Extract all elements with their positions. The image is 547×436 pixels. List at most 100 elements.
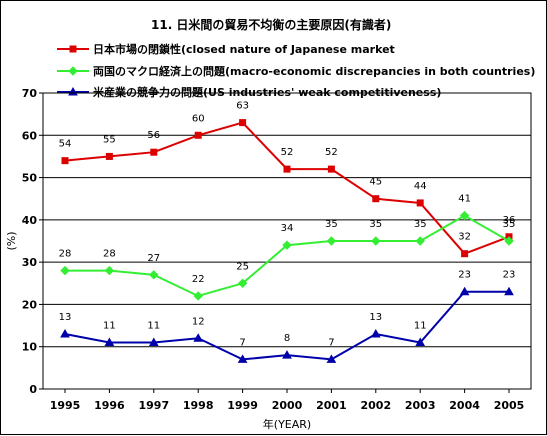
data-label: 22 (192, 274, 205, 285)
x-tick-label: 1998 (183, 399, 214, 412)
data-label: 13 (59, 312, 72, 323)
data-point (415, 236, 425, 246)
y-axis-ticks: 0 10 20 30 40 50 60 70 (22, 87, 43, 396)
data-point (237, 354, 248, 363)
y-tick-label: 10 (22, 341, 38, 354)
data-label: 11 (147, 320, 160, 331)
data-label: 52 (281, 147, 294, 158)
data-label: 25 (236, 261, 249, 272)
series-1: 54 55 56 60 63 52 52 45 44 32 36 (59, 101, 516, 258)
data-label: 45 (369, 177, 382, 188)
x-tick-label: 2004 (449, 399, 480, 412)
data-point (104, 337, 115, 346)
legend: 日本市場の閉鎖性(closed nature of Japanese marke… (57, 42, 535, 99)
data-label: 23 (458, 270, 471, 281)
data-label: 12 (192, 316, 205, 327)
data-label: 11 (414, 320, 427, 331)
data-label: 23 (503, 270, 516, 281)
data-point (504, 236, 514, 246)
data-label: 27 (147, 253, 160, 264)
data-point (104, 265, 115, 276)
data-label: 34 (281, 223, 294, 234)
x-tick-label: 2001 (316, 399, 347, 412)
data-point (60, 265, 70, 276)
x-tick-label: 1996 (94, 399, 125, 412)
data-label: 54 (59, 139, 72, 150)
series-2: 28 28 27 22 25 34 35 35 35 41 35 (59, 194, 516, 301)
data-label: 52 (325, 147, 338, 158)
data-point (415, 337, 426, 346)
y-tick-label: 40 (22, 214, 38, 227)
data-point (282, 240, 292, 250)
data-point (150, 148, 158, 156)
data-label: 35 (414, 219, 427, 230)
data-point (148, 337, 159, 346)
legend-label: 米産業の競争力の問題(US industries' weak competiti… (92, 85, 441, 99)
y-tick-label: 0 (29, 383, 37, 396)
legend-label: 日本市場の閉鎖性(closed nature of Japanese marke… (93, 42, 395, 56)
legend-item: 両国のマクロ経済上の問題(macro-economic discrepancie… (57, 64, 535, 78)
data-label: 35 (503, 219, 516, 230)
data-label: 28 (59, 249, 72, 260)
data-label: 35 (369, 219, 382, 230)
chart-title: 11. 日米間の貿易不均衡の主要原因(有識者) (151, 17, 391, 32)
series-group: 54 55 56 60 63 52 52 45 44 32 36 28 28 27 22 25 34 35 35 35… (59, 101, 516, 363)
legend-item: 日本市場の閉鎖性(closed nature of Japanese marke… (57, 42, 395, 56)
data-label: 63 (236, 101, 249, 112)
data-label: 56 (147, 130, 160, 141)
x-tick-label: 2005 (494, 399, 525, 412)
data-point (416, 199, 424, 207)
data-label: 41 (458, 194, 471, 205)
data-point (461, 250, 469, 258)
data-point (193, 291, 203, 301)
data-point (194, 131, 202, 139)
data-point (459, 286, 470, 296)
gridlines (43, 134, 531, 348)
data-point (372, 195, 380, 203)
data-point (504, 286, 514, 296)
data-label: 60 (192, 113, 205, 124)
data-point (326, 354, 337, 363)
data-point (61, 157, 69, 165)
legend-marker (69, 45, 77, 53)
data-point (326, 236, 337, 246)
series-line (64, 290, 509, 361)
data-label: 28 (103, 249, 116, 260)
data-label: 32 (458, 232, 471, 243)
x-axis-ticks: 1995 1996 1997 1998 1999 2000 2001 2002 2003 2004… (50, 389, 525, 412)
x-tick-label: 1999 (227, 399, 258, 412)
legend-marker (68, 66, 78, 76)
data-point (327, 165, 335, 173)
y-axis-label: (%) (5, 231, 18, 250)
x-tick-label: 2000 (272, 399, 303, 412)
data-point (283, 165, 291, 173)
x-tick-label: 1995 (50, 399, 81, 412)
y-tick-label: 30 (22, 256, 38, 269)
data-point (370, 329, 381, 338)
y-tick-label: 70 (22, 87, 38, 100)
x-tick-label: 2002 (360, 399, 391, 412)
y-tick-label: 20 (22, 298, 38, 311)
x-tick-label: 2003 (405, 399, 436, 412)
data-point (60, 329, 70, 338)
data-point (459, 210, 470, 221)
data-label: 7 (328, 337, 334, 348)
data-label: 36 (503, 215, 516, 226)
y-tick-label: 50 (22, 172, 38, 185)
data-label: 11 (103, 320, 116, 331)
data-point (193, 333, 204, 342)
data-point (282, 350, 292, 359)
data-point (239, 119, 247, 127)
data-label: 13 (369, 312, 382, 323)
data-point (371, 236, 381, 246)
data-point (237, 278, 248, 288)
legend-item: 米産業の競争力の問題(US industries' weak competiti… (57, 85, 441, 99)
x-tick-label: 1997 (138, 399, 169, 412)
y-tick-label: 60 (22, 129, 38, 142)
data-label: 7 (239, 337, 245, 348)
data-point (149, 270, 159, 280)
data-label: 44 (414, 181, 427, 192)
data-label: 55 (103, 134, 116, 145)
